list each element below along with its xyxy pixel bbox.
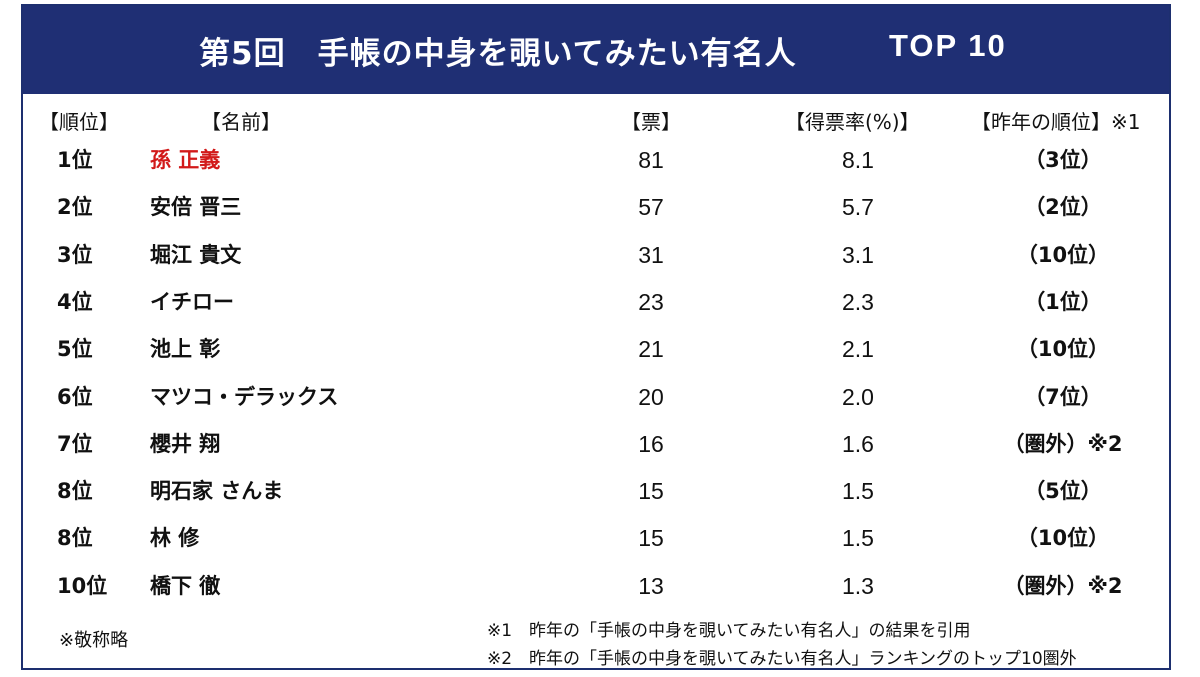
votes-cell: 31 xyxy=(638,241,664,268)
prev-rank-cell: （10位） xyxy=(1016,242,1110,267)
table-row: 8位 明石家 さんま 15 1.5 （5位） xyxy=(23,477,1169,523)
header-votes: 【票】 xyxy=(621,110,681,134)
prev-rank-cell: （10位） xyxy=(1016,526,1110,551)
name-cell: 櫻井 翔 xyxy=(150,431,221,456)
table-row: 10位 橋下 徹 13 1.3 （圏外）※2 xyxy=(23,572,1169,618)
prev-rank-cell: （5位） xyxy=(1024,479,1102,504)
prev-rank-cell: （圏外）※2 xyxy=(1003,573,1123,598)
rate-cell: 2.1 xyxy=(842,336,874,363)
prev-rank-cell: （10位） xyxy=(1016,337,1110,362)
prev-rank-cell: （2位） xyxy=(1024,195,1102,220)
rate-cell: 5.7 xyxy=(842,194,874,221)
votes-cell: 23 xyxy=(638,288,664,315)
name-cell: 堀江 貴文 xyxy=(150,242,242,267)
rate-cell: 3.1 xyxy=(842,241,874,268)
header-prev-rank: 【昨年の順位】※1 xyxy=(971,110,1141,134)
table-row: 8位 林 修 15 1.5 （10位） xyxy=(23,524,1169,570)
title-bar: 第5回 手帳の中身を覗いてみたい有名人 TOP 10 xyxy=(23,6,1169,94)
rate-cell: 1.5 xyxy=(842,478,874,505)
votes-cell: 15 xyxy=(638,478,664,505)
header-rate: 【得票率(%)】 xyxy=(785,110,920,134)
rank-cell: 1位 xyxy=(57,148,93,172)
prev-rank-cell: （3位） xyxy=(1024,148,1102,172)
rank-cell: 8位 xyxy=(57,526,93,551)
table-row: 4位 イチロー 23 2.3 （1位） xyxy=(23,288,1169,334)
rank-cell: 8位 xyxy=(57,479,93,504)
table-row: 3位 堀江 貴文 31 3.1 （10位） xyxy=(23,241,1169,287)
table-row: 7位 櫻井 翔 16 1.6 （圏外）※2 xyxy=(23,430,1169,476)
prev-rank-cell: （1位） xyxy=(1024,289,1102,314)
votes-cell: 13 xyxy=(638,572,664,599)
rank-cell: 5位 xyxy=(57,337,93,362)
rank-cell: 10位 xyxy=(57,573,108,598)
name-cell: 橋下 徹 xyxy=(150,573,221,598)
votes-cell: 20 xyxy=(638,383,664,410)
name-cell: 林 修 xyxy=(150,526,200,551)
votes-cell: 15 xyxy=(638,525,664,552)
rank-cell: 3位 xyxy=(57,242,93,267)
rank-cell: 6位 xyxy=(57,384,93,409)
ranking-table-frame: 第5回 手帳の中身を覗いてみたい有名人 TOP 10 【順位】 【名前】 【票】… xyxy=(21,4,1171,670)
votes-cell: 57 xyxy=(638,194,664,221)
table-title: 第5回 手帳の中身を覗いてみたい有名人 xyxy=(199,36,797,72)
votes-cell: 21 xyxy=(638,336,664,363)
rank-cell: 4位 xyxy=(57,289,93,314)
rank-cell: 2位 xyxy=(57,195,93,220)
prev-rank-cell: （7位） xyxy=(1024,384,1102,409)
name-cell: 池上 彰 xyxy=(150,337,221,362)
prev-rank-cell: （圏外）※2 xyxy=(1003,431,1123,456)
rate-cell: 2.0 xyxy=(842,383,874,410)
name-cell: 孫 正義 xyxy=(150,148,221,172)
votes-cell: 81 xyxy=(638,147,664,173)
name-cell: イチロー xyxy=(150,289,234,314)
table-row: 5位 池上 彰 21 2.1 （10位） xyxy=(23,335,1169,381)
rank-cell: 7位 xyxy=(57,431,93,456)
name-cell: 明石家 さんま xyxy=(150,479,284,504)
table-row: 2位 安倍 晋三 57 5.7 （2位） xyxy=(23,193,1169,239)
rate-cell: 1.6 xyxy=(842,430,874,457)
rate-cell: 8.1 xyxy=(842,147,874,173)
rate-cell: 1.3 xyxy=(842,572,874,599)
votes-cell: 16 xyxy=(638,430,664,457)
rate-cell: 2.3 xyxy=(842,288,874,315)
rate-cell: 1.5 xyxy=(842,525,874,552)
footnote-2: ※2 昨年の「手帳の中身を覗いてみたい有名人」ランキングのトップ10圏外 xyxy=(487,649,1077,669)
top10-label: TOP 10 xyxy=(889,28,1007,63)
header-rank: 【順位】 xyxy=(39,110,119,134)
footnote-1: ※1 昨年の「手帳の中身を覗いてみたい有名人」の結果を引用 xyxy=(487,621,971,641)
header-name: 【名前】 xyxy=(201,110,281,134)
name-cell: 安倍 晋三 xyxy=(150,195,242,220)
table-row: 6位 マツコ・デラックス 20 2.0 （7位） xyxy=(23,383,1169,429)
honorific-note: ※敬称略 xyxy=(59,630,129,651)
table-row: 1位 孫 正義 81 8.1 （3位） xyxy=(23,146,1169,192)
name-cell: マツコ・デラックス xyxy=(150,384,339,409)
